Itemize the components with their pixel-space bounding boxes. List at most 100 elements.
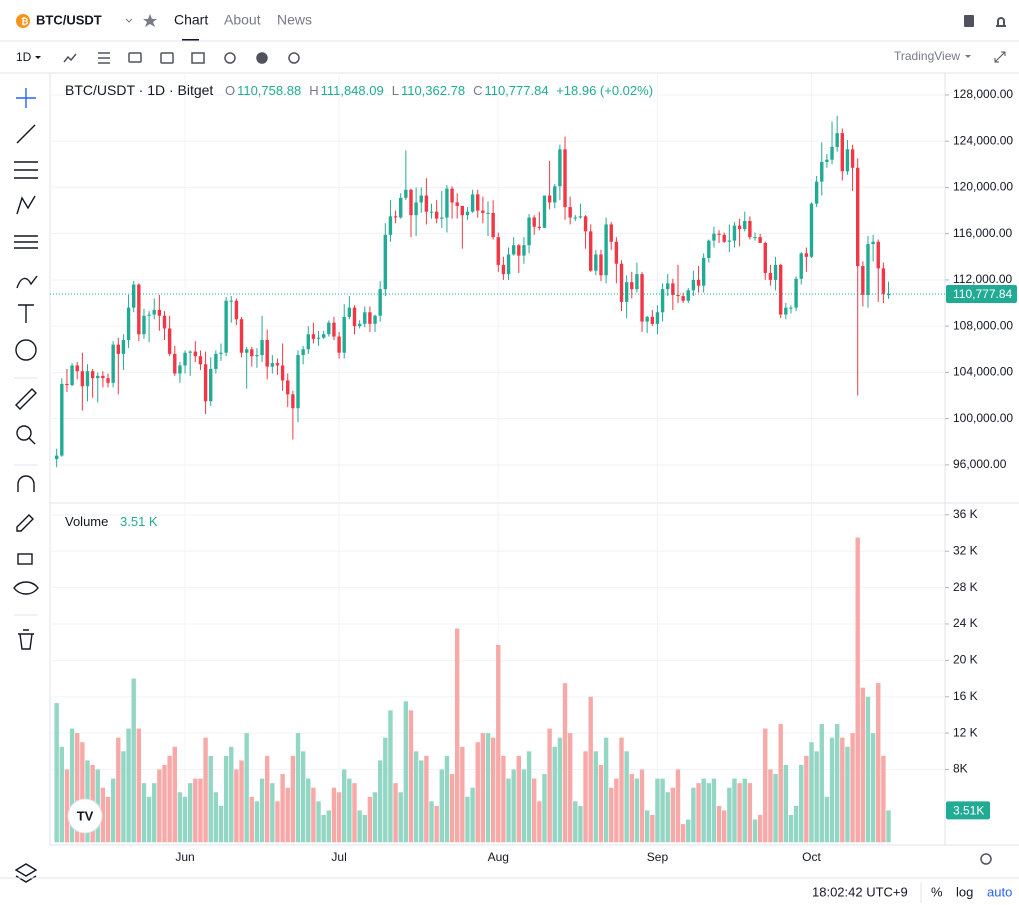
candle-body xyxy=(167,328,172,354)
candle-body xyxy=(650,316,655,324)
volume-bar xyxy=(644,810,650,843)
candle-body xyxy=(357,323,362,327)
volume-tick-label: 36 K xyxy=(953,507,978,521)
volume-bar xyxy=(316,801,321,843)
candle-body xyxy=(460,205,465,216)
candle-body xyxy=(209,368,213,402)
candle-body xyxy=(624,282,629,302)
candle-body xyxy=(778,264,783,315)
tab-news[interactable]: News xyxy=(277,12,312,28)
candle-body xyxy=(270,363,275,367)
candle-body xyxy=(486,212,490,214)
volume-bar xyxy=(249,796,254,843)
tab-chart[interactable]: Chart xyxy=(174,12,208,28)
volume-bar xyxy=(280,774,285,843)
volume-bar xyxy=(105,796,111,843)
volume-bar xyxy=(177,792,183,843)
volume-bar xyxy=(187,783,193,843)
volume-bar xyxy=(290,755,296,843)
volume-bar xyxy=(377,760,383,843)
candle-body xyxy=(342,316,346,353)
volume-bar xyxy=(275,801,280,843)
symbol[interactable]: BTC/USDT xyxy=(36,12,102,27)
volume-bar xyxy=(711,778,717,843)
candle-body xyxy=(301,349,305,356)
volume-bar xyxy=(516,755,522,843)
candle-body xyxy=(337,336,341,353)
volume-bar xyxy=(573,801,578,843)
volume-bar xyxy=(727,787,732,843)
volume-bar xyxy=(311,787,316,843)
candle-body xyxy=(214,353,218,369)
percent-toggle[interactable]: % xyxy=(931,884,943,899)
y-tick-label: 128,000.00 xyxy=(953,87,1013,101)
book-icon[interactable] xyxy=(964,15,974,27)
volume-bar xyxy=(691,787,696,843)
settings-icon[interactable] xyxy=(980,853,992,865)
volume-bar xyxy=(146,796,152,843)
volume-bar xyxy=(110,778,116,843)
candle-body xyxy=(311,334,316,339)
volume-bar xyxy=(193,778,198,843)
volume-bar xyxy=(100,787,106,843)
candle-body xyxy=(763,242,767,273)
volume-bar xyxy=(819,724,824,843)
volume-bar xyxy=(850,733,855,843)
candle-body xyxy=(835,133,839,147)
volume-bar xyxy=(234,769,239,843)
auto-toggle[interactable]: auto xyxy=(987,884,1012,899)
candle-body xyxy=(773,264,778,280)
volume-bar xyxy=(449,774,455,843)
volume-bar xyxy=(454,628,460,843)
log-toggle[interactable]: log xyxy=(956,884,973,899)
volume-bar xyxy=(768,769,773,843)
volume-bar xyxy=(804,755,809,843)
volume-bar xyxy=(737,783,742,843)
volume-bar xyxy=(670,787,676,843)
candle-body xyxy=(609,224,613,242)
volume-bar xyxy=(881,755,886,843)
candle-body xyxy=(655,312,660,324)
tv-logo-glyph: TV xyxy=(77,808,94,823)
volume-bar xyxy=(265,755,270,843)
expand-icon[interactable] xyxy=(994,51,1006,63)
volume-bar xyxy=(521,769,527,843)
chevron[interactable] xyxy=(125,18,133,23)
candle-body xyxy=(681,296,685,301)
x-tick-label: Oct xyxy=(802,850,821,864)
interval[interactable]: 1D xyxy=(16,50,32,64)
candle-body xyxy=(131,284,136,308)
candle-body xyxy=(707,240,711,258)
candle-body xyxy=(481,210,485,213)
star[interactable] xyxy=(143,14,157,27)
candle-body xyxy=(250,349,254,357)
volume-bar xyxy=(203,737,208,843)
volume-bar xyxy=(306,778,311,843)
candle-body xyxy=(712,233,716,241)
bell-icon[interactable] xyxy=(996,17,1006,27)
tab-underline xyxy=(182,39,199,41)
volume-bar xyxy=(424,755,429,843)
candle-body xyxy=(640,274,644,322)
toolbar-icons[interactable] xyxy=(63,52,300,64)
volume-bar xyxy=(578,805,583,843)
legend-label: L xyxy=(391,83,399,98)
drawing-tools[interactable] xyxy=(13,88,39,883)
candle-body xyxy=(470,194,475,212)
candle-body xyxy=(768,272,773,280)
candle-body xyxy=(383,234,388,290)
coin-glyph: ₿ xyxy=(21,16,28,26)
legend-value: 110,777.84 xyxy=(484,83,549,98)
volume-bar xyxy=(131,678,136,843)
candle-body xyxy=(573,217,577,219)
volume-bar xyxy=(336,792,342,843)
candle-body xyxy=(732,225,737,241)
tab-about[interactable]: About xyxy=(224,12,261,28)
volume-bar xyxy=(429,801,434,843)
candle-body xyxy=(737,225,742,230)
brand[interactable]: TradingView xyxy=(894,49,960,63)
candle-body xyxy=(491,212,495,238)
volume-bar xyxy=(542,774,547,843)
volume-bar xyxy=(886,810,891,843)
